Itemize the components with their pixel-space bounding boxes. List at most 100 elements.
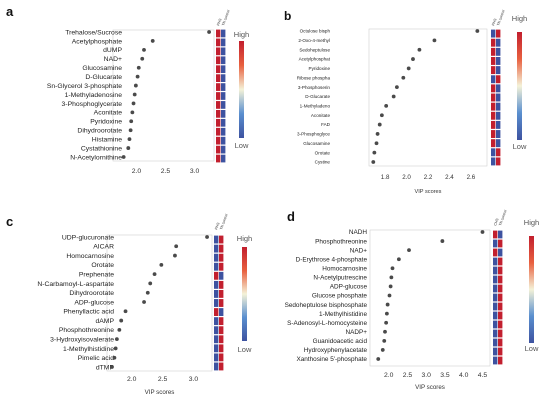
heatmap-cell [214,235,219,244]
metabolite-label: Trehalose/Sucrose [65,29,122,36]
heatmap-cell [498,302,503,311]
x-tick-label: 2.0 [127,376,137,383]
vip-point [130,110,135,115]
heatmap-cell [491,102,496,111]
vip-point [411,57,415,61]
heatmap-cell [491,66,496,75]
x-axis-label: VIP scores [415,189,442,195]
metabolite-label: UDP-glucuronate [62,234,114,241]
heatmap-cell [491,120,496,129]
heatmap-cell [221,101,226,109]
heatmap-cell [214,344,219,353]
vip-point [145,290,150,295]
metabolite-label: Homocarnosine [66,253,114,260]
metabolite-label: Pyridoxine [309,66,331,71]
colorbar-high-label: High [524,218,539,227]
heatmap-cell [496,148,501,157]
heatmap-cell [219,308,224,316]
metabolite-label: Guanidoacetic acid [313,338,368,345]
vip-point [377,122,382,127]
heatmap-cell [496,139,501,148]
heatmap-cell [496,111,501,120]
heatmap-cell [216,154,221,163]
vip-point [112,355,117,360]
heatmap-cell [219,235,224,244]
metabolite-label: D-Glucarate [305,94,330,99]
heatmap-cell [493,311,498,320]
vip-point [173,253,177,258]
heatmap-cell [214,362,219,371]
metabolite-label: 1-Methylhistidine [319,311,367,318]
vip-point [387,293,392,298]
vip-point [135,74,140,79]
heatmap-cell [219,244,224,253]
vip-point [148,281,153,286]
heatmap-cell [216,83,221,91]
heatmap-cell [493,275,498,284]
vip-point [117,327,122,332]
colorbar-low-label: Low [513,142,527,151]
heatmap-cell [496,157,501,166]
vip-point [150,39,155,43]
heatmap-cell [491,57,496,65]
metabolite-label: Acetylphosphat [299,57,331,62]
heatmap-cell [216,101,221,109]
heatmap-cell [493,338,498,347]
heatmap-cell [491,139,496,148]
vip-point [372,150,377,155]
vip-point [371,160,376,164]
metabolite-label: Hydroxyphenylacetate [304,347,368,354]
metabolite-label: 3-Phosphoglyce [297,132,330,137]
heatmap-cell [216,127,221,136]
metabolite-label: dAMP [95,318,114,325]
heatmap-cell [219,280,224,289]
vip-point [390,266,395,271]
x-tick-label: 2.5 [158,376,168,383]
vip-point [127,137,132,142]
vip-point [121,155,126,159]
metabolite-label: Sedoheptulose [299,47,330,52]
metabolite-label: 3-Hydroxyisovalerate [50,337,114,344]
heatmap-cell [219,290,224,298]
metabolite-label: Aconitate [311,113,331,118]
vip-point [475,29,480,33]
metabolite-label: Pimelic acid [78,355,114,362]
plot-frame [106,234,213,372]
heatmap-cell [221,56,226,65]
panel-label: c [6,214,13,229]
heatmap-group-label: TN control [498,209,507,226]
heatmap-cell [219,362,224,371]
heatmap-cell [221,127,226,136]
metabolite-label: Prephenate [79,272,114,279]
colorbar [529,236,534,343]
heatmap-cell [216,56,221,65]
vip-point [388,284,393,289]
vip-point [406,66,411,71]
colorbar-high-label: High [237,234,252,243]
vip-point [440,239,445,243]
vip-point [110,365,114,369]
metabolite-label: dUMP [103,47,122,54]
x-tick-label: 1.8 [381,174,390,181]
x-tick-label: 2.5 [161,168,171,175]
heatmap-cell [221,74,226,82]
x-tick-label: 2.6 [467,174,476,181]
panel-label: a [6,4,14,19]
heatmap-cell [498,338,503,347]
vip-point [376,357,381,361]
heatmap-cell [216,136,221,145]
x-tick-label: 2.5 [403,372,413,379]
metabolite-label: Dihydroorotate [69,290,114,297]
x-tick-label: 3.5 [440,372,450,379]
metabolite-label: Phosphothreonine [315,238,367,245]
metabolite-label: Xanthosine 5'-phosphate [296,356,367,363]
vip-point [152,272,157,277]
heatmap-cell [214,280,219,289]
heatmap-cell [219,317,224,326]
metabolite-label: Glucosamine [303,141,330,146]
heatmap-cell [496,66,501,75]
vip-point [407,248,411,253]
heatmap-cell [214,290,219,298]
metabolite-label: Acetylphosphate [72,38,122,45]
heatmap-cell [214,326,219,335]
